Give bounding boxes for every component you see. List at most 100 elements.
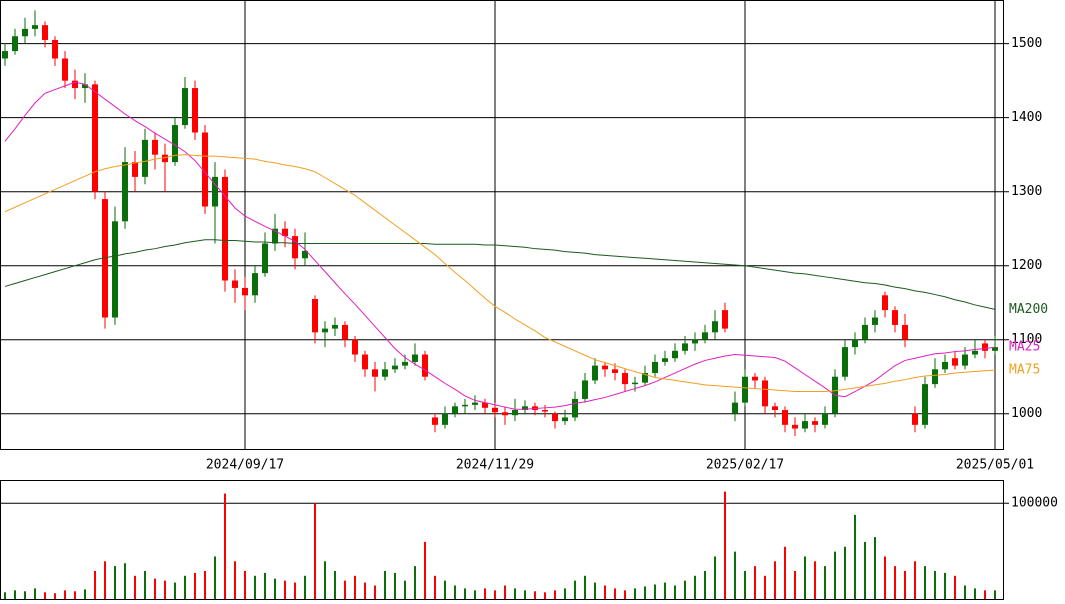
candle-body — [542, 410, 548, 412]
volume-bar — [84, 589, 86, 600]
volume-bar — [34, 588, 36, 600]
x-tick-label: 2024/11/29 — [456, 458, 534, 473]
volume-bar — [404, 580, 406, 600]
x-tick-label: 2025/05/01 — [956, 458, 1034, 473]
moving-average-line — [4, 239, 996, 310]
candle-body — [232, 280, 238, 288]
candle-body — [842, 347, 848, 377]
candle-body — [342, 324, 348, 340]
volume-bar — [834, 551, 836, 600]
candle-body — [702, 332, 708, 340]
candle-body — [72, 80, 78, 89]
volume-bar — [644, 586, 646, 600]
candle-body — [302, 250, 308, 259]
candle-body — [752, 376, 758, 381]
candle-body — [172, 125, 178, 163]
volume-bar — [394, 572, 396, 600]
candle-body — [592, 365, 598, 381]
volume-bar — [374, 585, 376, 600]
volume-bar — [884, 556, 886, 600]
volume-bar — [94, 570, 96, 600]
legend-label: MA200 — [1009, 302, 1048, 317]
candle-body — [382, 369, 388, 377]
candle-body — [522, 406, 528, 411]
volume-bar — [534, 591, 536, 600]
volume-bar — [484, 588, 486, 600]
volume-bar — [324, 561, 326, 600]
candle-body — [472, 402, 478, 405]
candle-body — [422, 354, 428, 377]
volume-bar — [614, 588, 616, 600]
candle-body — [202, 132, 208, 207]
candle-body — [872, 317, 878, 325]
candle-body — [512, 410, 518, 416]
candle-body — [182, 88, 188, 126]
volume-bar — [814, 561, 816, 600]
volume-bar — [574, 580, 576, 600]
candle-body — [622, 373, 628, 385]
candle-body — [892, 310, 898, 325]
volume-bar — [784, 546, 786, 600]
volume-bar — [514, 588, 516, 600]
volume-bar — [584, 575, 586, 600]
candle-body — [332, 324, 338, 329]
volume-bar — [194, 572, 196, 600]
volume-bar — [634, 588, 636, 600]
volume-bar — [414, 566, 416, 600]
candle-body — [362, 354, 368, 370]
volume-bar — [684, 580, 686, 600]
candle-body — [802, 421, 808, 429]
volume-bar — [754, 566, 756, 600]
candle-body — [62, 58, 68, 81]
volume-bar — [234, 561, 236, 600]
volume-bar — [274, 578, 276, 600]
volume-bar — [764, 575, 766, 600]
volume-bar — [314, 503, 316, 600]
candle-body — [22, 28, 28, 37]
candle-body — [272, 228, 278, 244]
candle-body — [942, 361, 948, 370]
volume-bar — [4, 592, 6, 600]
candle-body — [392, 365, 398, 370]
volume-bar — [54, 593, 56, 600]
grid: 1000 1100 1200 1300 1400 1500 100000 2024/09/17… — [0, 0, 1058, 511]
volume-bar — [14, 590, 16, 600]
candle-body — [112, 221, 118, 318]
volume-bar — [904, 570, 906, 600]
candle-body — [372, 369, 378, 377]
candle-body — [312, 299, 318, 333]
candle-body — [282, 228, 288, 237]
y-tick-label: 1200 — [1011, 258, 1042, 273]
candle-body — [242, 287, 248, 296]
volume-bar — [224, 493, 226, 600]
x-tick-label: 2025/02/17 — [706, 458, 784, 473]
candle-body — [662, 358, 668, 362]
volume-bar — [994, 590, 996, 600]
candle-body — [852, 339, 858, 348]
candle-body — [82, 84, 88, 89]
candle-body — [912, 413, 918, 425]
candle-body — [262, 243, 268, 274]
marks: MA200 MA25 MA75 — [2, 10, 1048, 600]
candle-body — [152, 139, 158, 155]
candle-body — [52, 39, 58, 59]
candle-body — [92, 84, 98, 192]
volume-bar — [944, 572, 946, 600]
volume-bar — [934, 570, 936, 600]
candle-body — [952, 358, 958, 366]
volume-bar — [74, 591, 76, 600]
candle-body — [972, 350, 978, 355]
candle-body — [432, 417, 438, 425]
y-tick-label: 100000 — [1011, 496, 1058, 511]
candle-body — [732, 402, 738, 414]
volume-bar — [174, 582, 176, 600]
candle-body — [132, 162, 138, 177]
volume-bar — [304, 575, 306, 600]
volume-bar — [494, 590, 496, 600]
volume-bar — [204, 570, 206, 600]
volume-bar — [114, 566, 116, 600]
candle-body — [552, 413, 558, 422]
legend-label: MA25 — [1009, 340, 1040, 355]
volume-bar — [334, 570, 336, 600]
